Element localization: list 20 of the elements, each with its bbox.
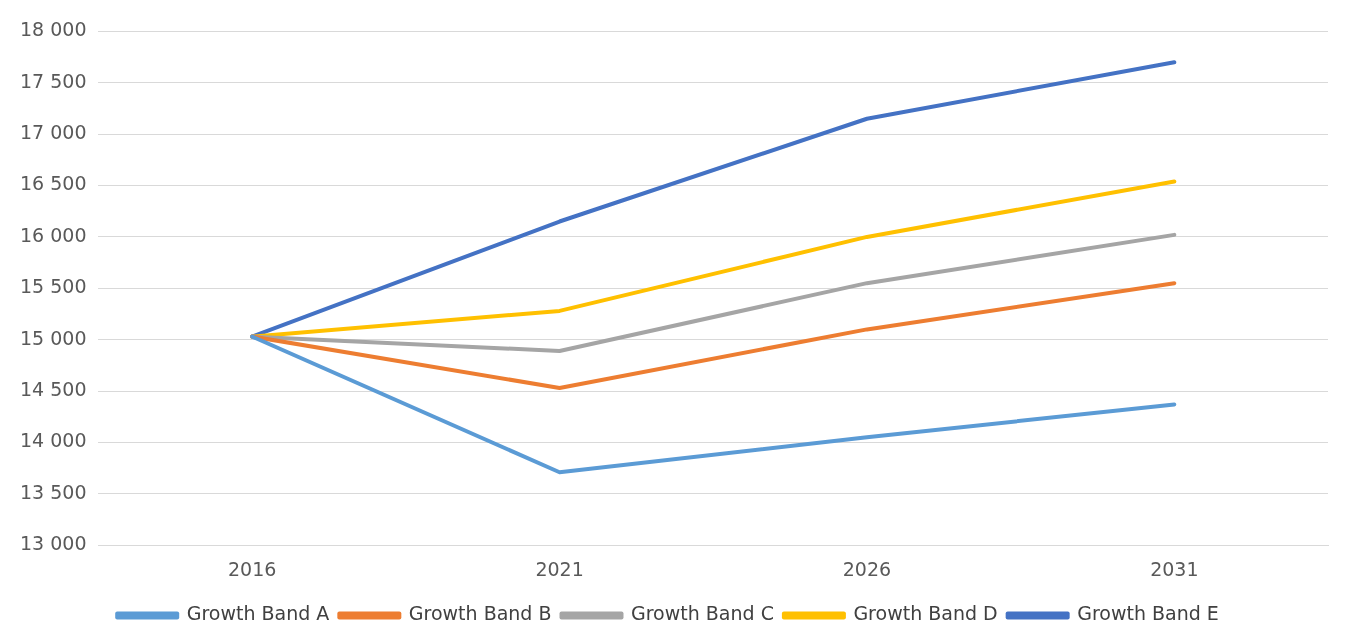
x-tick-label: 2031: [1150, 557, 1199, 580]
y-tick-label: 18 000: [20, 18, 87, 41]
x-tick-label: 2021: [535, 557, 584, 580]
y-tick-label: 14 000: [20, 429, 87, 452]
y-tick-label: 15 500: [20, 275, 87, 298]
y-tick-label: 17 000: [20, 121, 87, 144]
y-tick-label: 16 000: [20, 223, 87, 246]
y-tick-label: 16 500: [20, 172, 87, 195]
legend-label: Growth Band C: [631, 602, 774, 625]
y-tick-label: 13 500: [20, 480, 87, 503]
y-tick-label: 14 500: [20, 378, 87, 400]
legend-label: Growth Band D: [853, 602, 998, 625]
legend-label: Growth Band E: [1077, 602, 1219, 625]
y-tick-label: 15 000: [20, 326, 87, 349]
x-tick-label: 2016: [227, 557, 277, 580]
x-tick-label: 2026: [842, 557, 892, 580]
y-tick-label: 13 000: [20, 532, 87, 555]
y-tick-label: 17 500: [20, 69, 87, 92]
legend-label: Growth Band B: [408, 602, 552, 625]
legend-label: Growth Band A: [186, 602, 330, 625]
